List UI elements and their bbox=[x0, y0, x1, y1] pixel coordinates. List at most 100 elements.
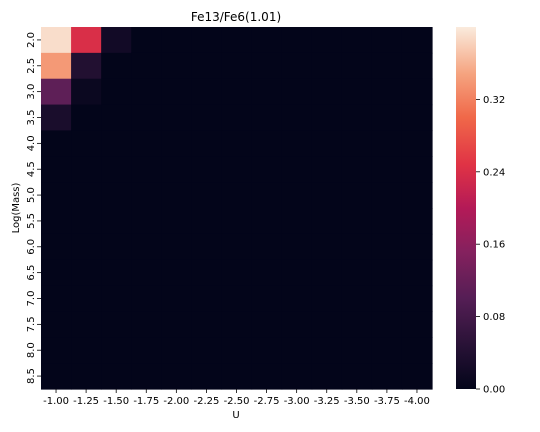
y-tick-label: 6.0 bbox=[26, 239, 37, 255]
heatmap-cell bbox=[341, 208, 373, 235]
heatmap-cell bbox=[131, 27, 162, 54]
heatmap-cell bbox=[161, 130, 192, 157]
heatmap-cell bbox=[101, 233, 132, 261]
y-tick-label: 3.5 bbox=[26, 110, 37, 126]
heatmap-cell bbox=[341, 104, 373, 132]
heatmap-cell bbox=[71, 52, 102, 80]
heatmap-cell bbox=[161, 78, 192, 106]
heatmap-cell bbox=[191, 311, 223, 338]
heatmap-cell bbox=[221, 27, 253, 54]
colorbar-tick-label: 0.24 bbox=[483, 167, 505, 178]
heatmap-cell bbox=[311, 52, 343, 80]
x-tick-label: -2.50 bbox=[224, 396, 250, 407]
heatmap-cell bbox=[281, 259, 313, 287]
heatmap-cell bbox=[71, 78, 102, 106]
heatmap-cell bbox=[101, 363, 132, 390]
heatmap-cell bbox=[191, 104, 223, 132]
heatmap-cell bbox=[371, 104, 403, 132]
heatmap-cell bbox=[131, 208, 162, 235]
heatmap-cell bbox=[131, 104, 162, 132]
heatmap-cell bbox=[401, 363, 433, 390]
heatmap-cell bbox=[251, 130, 283, 157]
heatmap-cell bbox=[221, 285, 253, 313]
heatmap-cell bbox=[281, 104, 313, 132]
heatmap-cell bbox=[371, 363, 403, 390]
heatmap-cell bbox=[221, 104, 253, 132]
heatmap-cell bbox=[341, 363, 373, 390]
heatmap-cell bbox=[401, 259, 433, 287]
heatmap-cell bbox=[341, 156, 373, 183]
heatmap-cell bbox=[401, 27, 433, 54]
heatmap-cell bbox=[101, 259, 132, 287]
heatmap-cell bbox=[281, 156, 313, 183]
heatmap-cell bbox=[371, 233, 403, 261]
heatmap-cell bbox=[341, 130, 373, 157]
heatmap-cell bbox=[401, 337, 433, 364]
heatmap-cell bbox=[341, 285, 373, 313]
heatmap-cell bbox=[281, 52, 313, 80]
y-tick-label: 4.5 bbox=[26, 161, 37, 177]
y-axis-label: Log(Mass) bbox=[11, 182, 22, 233]
x-tick-label: -3.00 bbox=[284, 396, 310, 407]
heatmap-cell bbox=[401, 52, 433, 80]
heatmap-cell bbox=[371, 130, 403, 157]
heatmap-cell bbox=[371, 208, 403, 235]
heatmap-cell bbox=[71, 337, 102, 364]
heatmap-cell bbox=[371, 156, 403, 183]
heatmap-cell bbox=[371, 78, 403, 106]
heatmap-cell bbox=[281, 27, 313, 54]
heatmap-cell bbox=[131, 156, 162, 183]
x-tick-label: -3.50 bbox=[344, 396, 370, 407]
heatmap-cell bbox=[251, 208, 283, 235]
x-tick-label: -3.75 bbox=[374, 396, 400, 407]
heatmap-cell bbox=[281, 363, 313, 390]
heatmap-cell bbox=[131, 52, 162, 80]
heatmap-cell bbox=[311, 337, 343, 364]
heatmap-cell bbox=[371, 259, 403, 287]
heatmap-cell bbox=[341, 182, 373, 209]
x-axis-label: U bbox=[232, 410, 239, 421]
heatmap-cell bbox=[131, 363, 162, 390]
heatmap-cell bbox=[101, 285, 132, 313]
y-tick-label: 5.5 bbox=[26, 213, 37, 229]
heatmap-cell bbox=[221, 363, 253, 390]
heatmap-cell bbox=[341, 259, 373, 287]
heatmap-cell bbox=[251, 182, 283, 209]
heatmap-cell bbox=[401, 104, 433, 132]
y-tick-label: 7.5 bbox=[26, 316, 37, 332]
heatmap-cell bbox=[131, 233, 162, 261]
heatmap-cell bbox=[161, 311, 192, 338]
heatmap-cell bbox=[161, 363, 192, 390]
heatmap-cell bbox=[251, 104, 283, 132]
heatmap-cell bbox=[371, 182, 403, 209]
heatmap-cell bbox=[341, 52, 373, 80]
heatmap-cell bbox=[251, 27, 283, 54]
heatmap-cell bbox=[161, 208, 192, 235]
heatmap-cell bbox=[41, 285, 72, 313]
heatmap-cell bbox=[41, 363, 72, 390]
heatmap-cell bbox=[311, 130, 343, 157]
heatmap-cell bbox=[311, 363, 343, 390]
heatmap-cell bbox=[41, 27, 72, 54]
heatmap-cell bbox=[401, 156, 433, 183]
x-tick-label: -1.75 bbox=[133, 396, 159, 407]
heatmap-cell bbox=[311, 208, 343, 235]
heatmap-cell bbox=[251, 259, 283, 287]
heatmap-cell bbox=[221, 78, 253, 106]
heatmap-cell bbox=[251, 337, 283, 364]
heatmap-cell bbox=[101, 52, 132, 80]
heatmap-cell bbox=[41, 52, 72, 80]
heatmap-cell bbox=[41, 182, 72, 209]
heatmap-cell bbox=[41, 311, 72, 338]
heatmap-cell bbox=[71, 130, 102, 157]
heatmap-cell bbox=[311, 156, 343, 183]
heatmap-cell bbox=[251, 156, 283, 183]
heatmap-cell bbox=[341, 78, 373, 106]
heatmap-cell bbox=[41, 104, 72, 132]
heatmap-cell bbox=[371, 311, 403, 338]
heatmap-cell bbox=[281, 285, 313, 313]
heatmap-cell bbox=[41, 337, 72, 364]
heatmap-cell bbox=[191, 78, 223, 106]
heatmap-cell bbox=[101, 182, 132, 209]
heatmap-cell bbox=[221, 182, 253, 209]
